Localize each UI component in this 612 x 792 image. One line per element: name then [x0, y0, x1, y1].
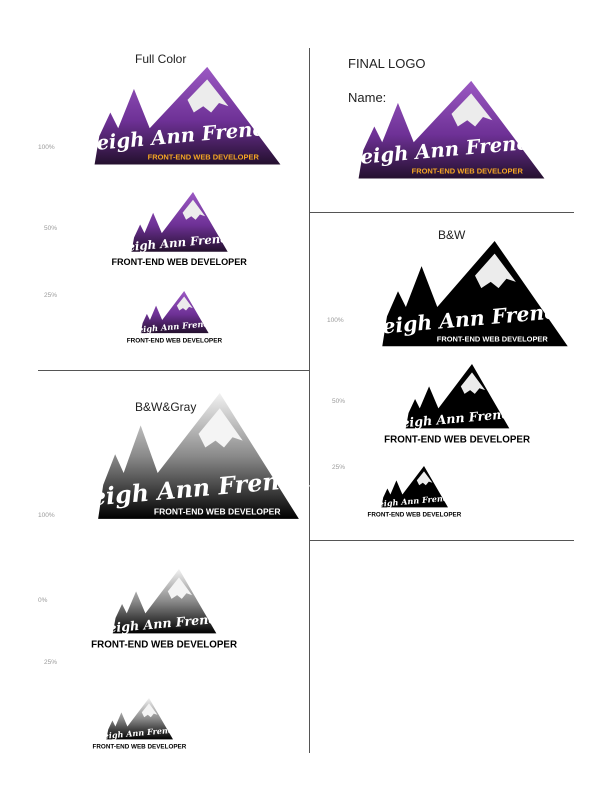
logo-tagline-text: FRONT-END WEB DEVELOPER — [111, 257, 247, 267]
logo-tagline-text: FRONT-END WEB DEVELOPER — [368, 511, 462, 518]
logo-bw-25: Leigh Ann French FRONT-END WEB DEVELOPER — [368, 466, 462, 518]
logo-bw-50: Leigh Ann French FRONT-END WEB DEVELOPER — [384, 364, 530, 445]
snow-cap — [475, 253, 516, 289]
snow-cap — [198, 408, 243, 448]
logo-tagline-text: FRONT-END WEB DEVELOPER — [384, 434, 530, 445]
divider-right-top — [310, 212, 574, 213]
mountain-silhouette — [140, 291, 209, 334]
mountain-silhouette — [112, 569, 217, 634]
scale-label-gray-25: 25% — [44, 659, 58, 666]
snow-cap — [182, 199, 206, 220]
mountain-silhouette — [405, 364, 510, 429]
mountain-silhouette — [106, 698, 173, 740]
mountain-silhouette — [381, 466, 448, 508]
logo-gray-50: Leigh Ann French FRONT-END WEB DEVELOPER — [91, 569, 237, 650]
mountain-silhouette — [94, 66, 281, 165]
logo-tagline-text: FRONT-END WEB DEVELOPER — [148, 153, 260, 162]
mountain-silhouette — [98, 393, 299, 519]
snow-cap — [141, 703, 158, 718]
snow-cap — [187, 79, 229, 113]
mountain-silhouette — [358, 80, 545, 179]
scale-label-bw-100: 100% — [327, 317, 344, 324]
snow-cap — [176, 296, 193, 311]
logo-tagline-text: FRONT-END WEB DEVELOPER — [93, 743, 187, 750]
name-label: Name: — [348, 90, 387, 105]
logo-full-color-100: Leigh Ann French FRONT-END WEB DEVELOPER — [81, 66, 281, 165]
scale-label-bw-25: 25% — [332, 464, 346, 471]
logo-tagline-text: FRONT-END WEB DEVELOPER — [127, 337, 223, 344]
full-color-heading: Full Color — [135, 52, 187, 66]
scale-label-gray-100: 100% — [38, 512, 55, 519]
divider-right-bottom — [310, 540, 574, 541]
snow-cap — [451, 93, 493, 127]
bw-heading: B&W — [438, 228, 466, 242]
bw-gray-heading: B&W&Gray — [135, 400, 197, 414]
logo-gray-25: Leigh Ann French FRONT-END WEB DEVELOPER — [93, 698, 187, 750]
vertical-divider — [309, 48, 310, 753]
scale-label-bw-50: 50% — [332, 398, 346, 405]
snow-cap — [416, 471, 433, 486]
scale-label-full-color-50: 50% — [44, 225, 58, 232]
logo-tagline-text: FRONT-END WEB DEVELOPER — [154, 507, 281, 517]
mountain-silhouette — [131, 192, 228, 252]
logo-full-color-25: Leigh Ann French FRONT-END WEB DEVELOPER — [127, 291, 222, 344]
scale-label-full-color-25: 25% — [44, 292, 58, 299]
logo-tagline-text: FRONT-END WEB DEVELOPER — [412, 167, 524, 176]
logo-tagline-text: FRONT-END WEB DEVELOPER — [437, 335, 549, 344]
mountain-silhouette — [382, 241, 568, 347]
final-logo-heading: FINAL LOGO — [348, 56, 426, 71]
logo-final: Leigh Ann French FRONT-END WEB DEVELOPER — [345, 80, 545, 179]
snow-cap — [460, 372, 486, 394]
logo-bw-100: Leigh Ann French FRONT-END WEB DEVELOPER — [366, 241, 572, 347]
divider-left-middle — [38, 370, 309, 371]
scale-label-gray-50: 0% — [38, 597, 48, 604]
snow-cap — [167, 577, 193, 599]
logo-full-color-50: Leigh Ann French FRONT-END WEB DEVELOPER — [111, 192, 247, 267]
scale-label-full-color-100: 100% — [38, 144, 55, 151]
logo-tagline-text: FRONT-END WEB DEVELOPER — [91, 639, 237, 650]
logo-gray-100: Leigh Ann French FRONT-END WEB DEVELOPER — [72, 393, 312, 519]
